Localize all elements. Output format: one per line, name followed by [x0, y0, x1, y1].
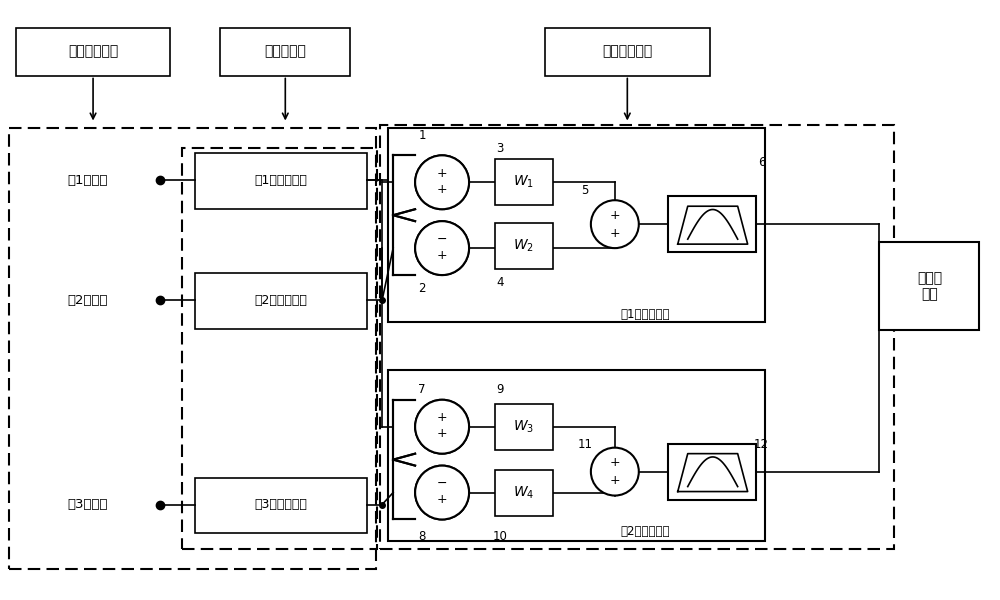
Bar [668, 443, 756, 500]
Text: $W_2$: $W_2$ [513, 238, 534, 254]
Text: 3: 3 [496, 142, 504, 155]
Circle shape [415, 221, 469, 275]
Circle shape [415, 221, 469, 275]
Text: 1: 1 [418, 129, 426, 142]
Circle shape [415, 155, 469, 209]
Bar [495, 223, 553, 269]
Text: +: + [610, 474, 620, 487]
Circle shape [591, 448, 639, 496]
Bar [388, 128, 765, 322]
Bar [380, 125, 894, 550]
Bar [195, 154, 367, 209]
Text: 第1空间滤波器: 第1空间滤波器 [620, 308, 670, 322]
Bar [388, 370, 765, 541]
Text: 9: 9 [496, 383, 504, 396]
Text: 第3频谱分析器: 第3频谱分析器 [255, 498, 308, 511]
Text: +: + [437, 493, 447, 506]
Text: +: + [610, 209, 620, 221]
Text: 2: 2 [418, 281, 426, 295]
Text: +: + [610, 227, 620, 239]
Text: 后处理
模块: 后处理 模块 [917, 271, 942, 301]
Circle shape [415, 466, 469, 520]
Bar [195, 478, 367, 533]
Text: 第2传声器: 第2传声器 [67, 293, 108, 307]
Polygon shape [393, 460, 415, 520]
Text: +: + [437, 183, 447, 196]
Polygon shape [393, 215, 415, 275]
Circle shape [415, 400, 469, 454]
Polygon shape [393, 155, 415, 215]
Bar [220, 28, 350, 76]
Text: 第3传声器: 第3传声器 [67, 498, 108, 511]
Text: 8: 8 [418, 530, 426, 543]
Bar [668, 196, 756, 252]
Text: 第2空间滤波器: 第2空间滤波器 [620, 525, 670, 538]
Circle shape [415, 155, 469, 209]
Text: 第1传声器: 第1传声器 [67, 174, 108, 187]
Text: 空间滤波模块: 空间滤波模块 [602, 44, 652, 59]
Text: 6: 6 [758, 156, 765, 169]
Text: $W_4$: $W_4$ [513, 484, 535, 501]
Circle shape [591, 200, 639, 248]
Bar [182, 148, 377, 550]
Text: −: − [437, 477, 447, 490]
Bar [9, 128, 376, 569]
Text: 预处理模块: 预处理模块 [264, 44, 306, 59]
Text: $W_3$: $W_3$ [513, 419, 535, 435]
Text: 第2频谱分析器: 第2频谱分析器 [255, 293, 308, 307]
Circle shape [415, 466, 469, 520]
Bar [195, 273, 367, 329]
Text: +: + [437, 411, 447, 424]
Text: +: + [610, 456, 620, 469]
Text: 4: 4 [496, 275, 504, 289]
Polygon shape [393, 400, 415, 460]
Text: $W_1$: $W_1$ [513, 174, 534, 190]
Text: 第1频谱分析器: 第1频谱分析器 [255, 174, 308, 187]
Text: 7: 7 [418, 383, 426, 396]
Bar [495, 404, 553, 449]
Text: 12: 12 [754, 438, 769, 451]
Text: +: + [437, 167, 447, 180]
Bar [879, 242, 979, 330]
Bar [495, 160, 553, 205]
Bar [16, 28, 170, 76]
Circle shape [415, 400, 469, 454]
Bar [545, 28, 710, 76]
Text: +: + [437, 427, 447, 440]
Text: 5: 5 [581, 184, 589, 197]
Text: 传声器线阵列: 传声器线阵列 [68, 44, 118, 59]
Bar [495, 470, 553, 515]
Text: 11: 11 [577, 438, 592, 451]
Text: 10: 10 [493, 530, 507, 543]
Text: −: − [437, 233, 447, 245]
Text: +: + [437, 248, 447, 262]
